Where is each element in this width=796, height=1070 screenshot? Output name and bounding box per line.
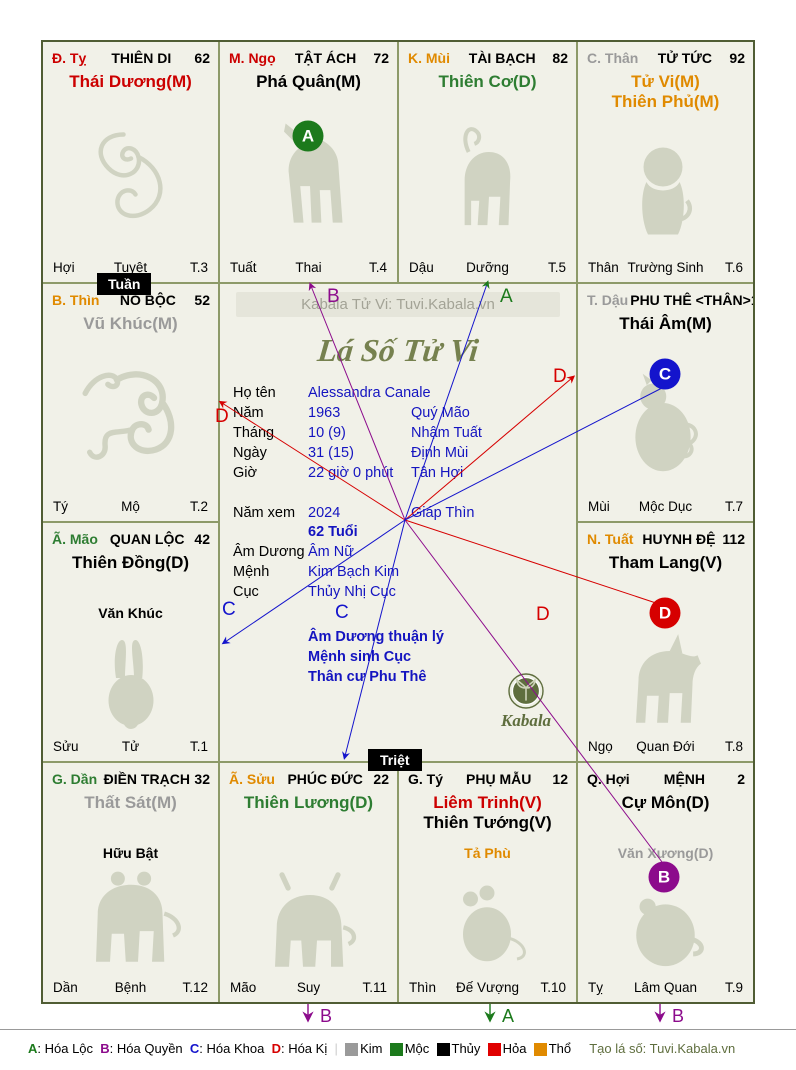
svg-text:B: B — [320, 1006, 332, 1026]
svg-text:B: B — [672, 1006, 684, 1026]
svg-text:A: A — [502, 1006, 514, 1026]
